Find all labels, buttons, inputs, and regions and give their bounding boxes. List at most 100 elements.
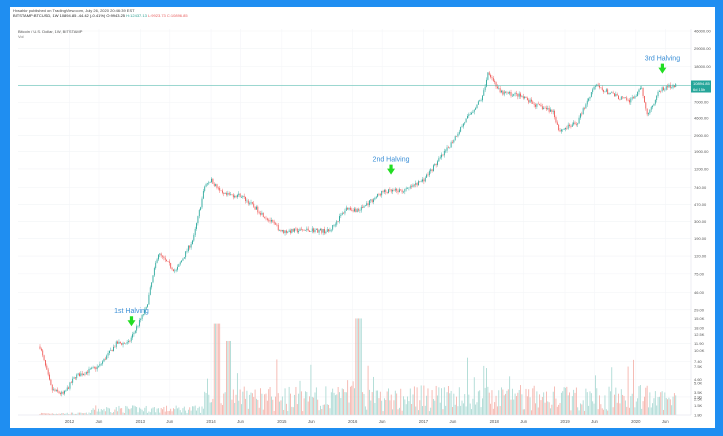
candle: [193, 234, 195, 241]
volume-bar: [439, 402, 441, 415]
price-tick-label: 1200.00: [694, 166, 709, 171]
volume-bar: [521, 394, 523, 415]
candle: [574, 122, 576, 125]
volume-bar: [383, 398, 385, 415]
candle: [509, 92, 511, 94]
volume-bar: [600, 404, 602, 415]
candle: [330, 229, 332, 231]
candle: [547, 108, 549, 110]
candle: [337, 221, 339, 222]
candle: [354, 208, 355, 212]
candle: [245, 196, 246, 201]
candle: [43, 355, 45, 361]
candle: [145, 306, 147, 310]
volume-bar: [532, 388, 534, 415]
volume-bar: [201, 406, 203, 415]
candle: [526, 97, 528, 101]
price-tick-label: 46000.00: [694, 29, 711, 34]
candle: [91, 367, 93, 369]
candle: [623, 97, 625, 99]
volume-bar: [669, 399, 671, 415]
volume-bar: [469, 403, 471, 415]
candle: [76, 374, 78, 379]
volume-bar: [339, 392, 340, 415]
candle: [343, 212, 344, 214]
candle: [117, 341, 119, 344]
volume-bar: [555, 398, 557, 415]
candle: [469, 114, 471, 115]
volume-bar: [95, 405, 97, 415]
candle: [39, 346, 41, 349]
candle: [669, 84, 671, 88]
price-tag-value: 10894.85: [693, 81, 710, 86]
candle: [423, 179, 425, 182]
price-chart[interactable]: 1st Halving 2nd Halving 3rd Halving 1.80 2.9…: [10, 7, 715, 428]
candle: [332, 225, 334, 230]
candle: [398, 189, 400, 193]
volume-bar: [211, 402, 212, 415]
candle: [468, 114, 470, 116]
candle: [115, 341, 117, 347]
volume-bar: [479, 390, 481, 415]
volume-bar: [285, 403, 287, 415]
volume-bar: [260, 388, 261, 415]
volume-bar: [468, 394, 470, 415]
candle: [633, 97, 634, 99]
volume-bar: [494, 402, 496, 415]
time-tick-label: 2014: [206, 419, 216, 424]
time-tick-label: Jun: [450, 419, 457, 424]
candle: [159, 253, 161, 255]
candle: [639, 87, 641, 90]
volume-bar: [107, 407, 109, 415]
volume-bar: [488, 392, 490, 415]
candle: [261, 212, 263, 215]
volume-bar: [495, 395, 497, 415]
volume-bar: [629, 407, 630, 415]
volume-bar: [473, 377, 475, 415]
volume-bar: [359, 318, 361, 415]
volume-bar: [98, 408, 99, 415]
candle: [181, 260, 182, 263]
candle: [47, 369, 49, 375]
volume-bar: [59, 413, 61, 415]
candle: [143, 314, 144, 315]
candle: [506, 92, 508, 94]
candle: [558, 124, 560, 131]
candle: [364, 205, 366, 207]
volume-bar: [645, 387, 647, 415]
volume-bar: [245, 398, 246, 415]
candle: [221, 190, 223, 193]
volume-bar: [45, 413, 46, 415]
candle: [464, 122, 466, 124]
candle: [420, 181, 422, 183]
volume-bar: [114, 409, 116, 415]
volume-bar: [461, 400, 463, 415]
candle: [300, 228, 302, 230]
candle: [424, 177, 426, 182]
candle: [273, 221, 275, 224]
candle: [235, 196, 237, 198]
time-tick-label: 2016: [348, 419, 358, 424]
volume-bar: [57, 414, 59, 415]
candle: [177, 266, 178, 270]
candle: [70, 382, 72, 384]
time-tick-label: Jun: [237, 419, 244, 424]
candle: [581, 113, 583, 115]
volume-bar: [106, 407, 108, 415]
candle: [61, 391, 63, 394]
symbol-change: -44.42 (-0.41%): [77, 13, 106, 18]
volume-bar: [476, 402, 478, 415]
candle: [521, 96, 523, 97]
volume-bar: [205, 393, 207, 415]
candle: [584, 108, 585, 109]
volume-bar: [672, 396, 674, 415]
volume-tick-label: 7.5K: [694, 364, 703, 369]
candle: [597, 84, 599, 86]
candle: [439, 157, 441, 159]
volume-bar: [646, 385, 648, 415]
candle: [588, 98, 590, 101]
candle: [426, 174, 428, 178]
candle: [529, 99, 531, 103]
candle: [665, 86, 667, 90]
volume-bar: [354, 388, 355, 415]
